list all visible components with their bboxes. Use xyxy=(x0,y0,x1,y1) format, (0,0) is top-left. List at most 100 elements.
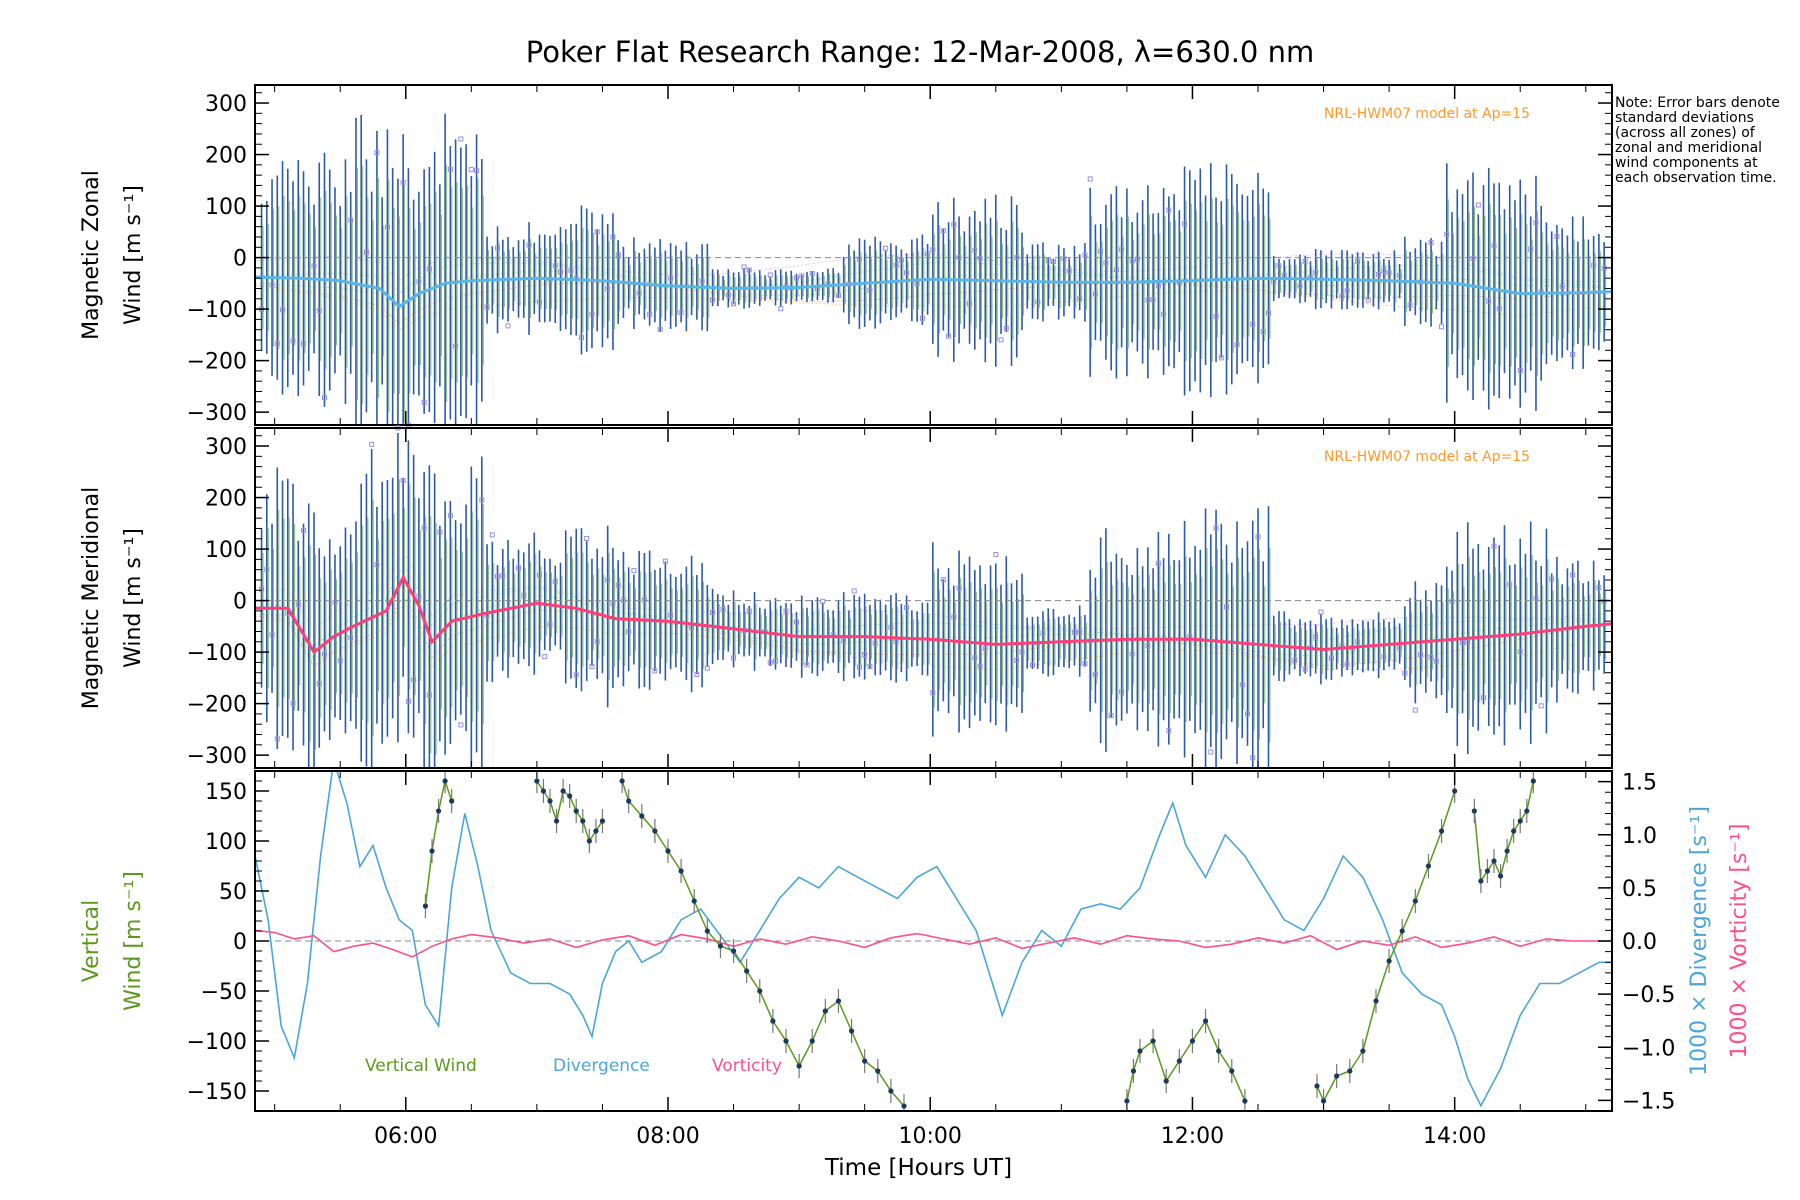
scatter-point xyxy=(1475,202,1481,208)
scatter-point xyxy=(421,525,427,531)
scatter-point xyxy=(699,278,705,284)
scatter-point xyxy=(641,597,647,603)
vertical-wind-point xyxy=(1471,808,1477,814)
legend-vorticity: Vorticity xyxy=(712,1056,782,1076)
scatter-point xyxy=(615,252,621,258)
scatter-point xyxy=(1449,598,1455,604)
scatter-point xyxy=(1166,728,1172,734)
scatter-point xyxy=(1507,581,1513,587)
x-tick-label: 10:00 xyxy=(899,1124,962,1149)
y-tick-label: −100 xyxy=(187,298,247,323)
y-tick-label: −100 xyxy=(187,641,247,666)
scatter-point xyxy=(552,263,558,269)
scatter-point xyxy=(940,577,946,583)
scatter-point xyxy=(1418,652,1424,658)
scatter-point xyxy=(746,608,752,614)
scatter-point xyxy=(489,532,495,538)
vertical-wind-point xyxy=(862,1058,868,1064)
scatter-point xyxy=(1470,255,1476,261)
scatter-point xyxy=(668,612,674,618)
vertical-wind-point xyxy=(442,778,448,784)
vertical-wind-point xyxy=(1504,848,1510,854)
vertical-wind-point xyxy=(449,798,455,804)
scatter-point xyxy=(269,282,275,288)
scatter-point xyxy=(1591,262,1597,268)
y2-tick-label: −1.0 xyxy=(1622,1036,1675,1061)
scatter-point xyxy=(384,224,390,230)
scatter-point xyxy=(1092,291,1098,297)
mean-zonal-wind-line xyxy=(254,275,1613,309)
vertical-wind-point xyxy=(1347,1068,1353,1074)
scatter-point xyxy=(1517,367,1523,373)
vertical-wind-point xyxy=(835,998,842,1004)
scatter-point xyxy=(474,168,480,174)
vertical-wind-line xyxy=(1473,780,1535,884)
scatter-point xyxy=(269,632,275,638)
vertical-wind-point xyxy=(1216,1048,1222,1054)
scatter-point xyxy=(993,552,999,558)
scatter-point xyxy=(1066,268,1072,274)
scatter-point xyxy=(1014,657,1020,663)
scatter-point xyxy=(883,245,889,251)
panel-meridional-wind: −300 −200 −100 0 100 200 300 NRL-HWM07 model a… xyxy=(79,425,1613,769)
scatter-point xyxy=(1444,231,1450,237)
scatter-point xyxy=(1103,260,1109,266)
scatter-point xyxy=(316,307,322,313)
scatter-point xyxy=(977,663,983,669)
y-tick-label: −300 xyxy=(187,744,247,769)
chart-title: Poker Flat Research Range: 12-Mar-2008, … xyxy=(526,35,1314,69)
vertical-wind-point xyxy=(678,868,684,874)
scatter-point xyxy=(951,221,957,227)
scatter-point xyxy=(1381,268,1387,274)
vertical-wind-point xyxy=(717,943,724,949)
vertical-wind-point xyxy=(691,898,697,904)
scatter-point xyxy=(1439,324,1445,330)
scatter-point xyxy=(505,323,511,329)
scatter-point xyxy=(495,573,501,579)
scatter-point xyxy=(1428,654,1434,660)
y-axis-label-line2: Wind [m s⁻¹] xyxy=(121,871,146,1011)
vertical-wind-point xyxy=(822,1008,828,1014)
scatter-point xyxy=(1538,703,1544,709)
vertical-wind-point xyxy=(1524,808,1530,814)
scatter-point xyxy=(1302,666,1308,672)
scatter-point xyxy=(1386,270,1392,276)
scatter-point xyxy=(778,306,784,312)
scatter-point xyxy=(578,335,584,341)
scatter-point xyxy=(584,535,590,541)
scatter-point xyxy=(321,651,327,657)
vertical-wind-line xyxy=(1316,790,1456,1103)
scatter-point xyxy=(972,655,978,661)
scatter-point xyxy=(862,652,868,658)
y-tick-label: 300 xyxy=(205,92,247,117)
vertical-wind-point xyxy=(619,778,625,784)
scatter-point xyxy=(1355,639,1361,645)
y2-tick-label: 0.5 xyxy=(1622,877,1657,902)
vertical-wind-point xyxy=(429,848,435,854)
vertical-wind-point xyxy=(1360,1048,1366,1054)
vertical-wind-point xyxy=(1511,828,1517,834)
y2-tick-label: 1.0 xyxy=(1622,824,1657,849)
scatter-point xyxy=(589,311,595,317)
scatter-point xyxy=(1155,283,1161,289)
scatter-point xyxy=(594,229,600,235)
scatter-point xyxy=(657,326,663,332)
y-axis-label-line2: Wind [m s⁻¹] xyxy=(121,528,146,668)
scatter-point xyxy=(1250,321,1256,327)
scatter-point xyxy=(1119,246,1125,252)
scatter-point xyxy=(1035,299,1041,305)
scatter-point xyxy=(982,646,988,652)
scatter-point xyxy=(259,586,265,592)
scatter-point xyxy=(940,228,946,234)
panel-zonal-wind: −300 −200 −100 0 100 200 300 NRL-HWM07 model a… xyxy=(79,84,1613,428)
vertical-wind-point xyxy=(757,988,763,994)
plot-frame xyxy=(254,84,1613,426)
scatter-point xyxy=(725,292,731,298)
vertical-wind-point xyxy=(783,1038,789,1044)
vertical-wind-point xyxy=(1412,898,1418,904)
scatter-point xyxy=(348,635,354,641)
x-tick-label: 08:00 xyxy=(636,1124,699,1149)
scatter-point xyxy=(1549,576,1555,582)
vertical-wind-point xyxy=(1399,928,1405,934)
scatter-point xyxy=(678,310,684,316)
